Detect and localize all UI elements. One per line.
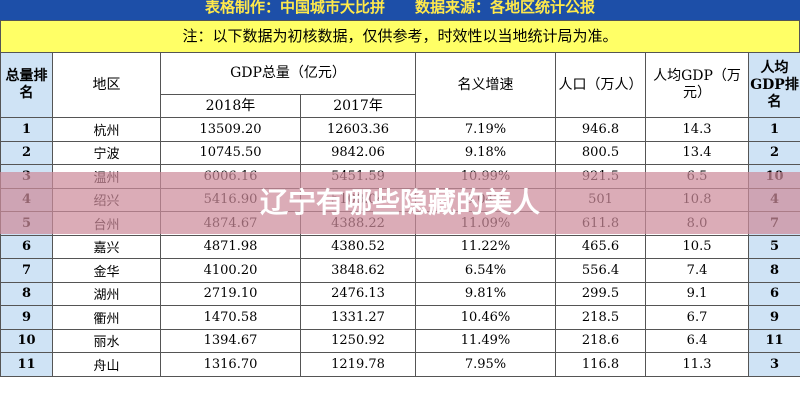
table-cell: 10745.50 [160,140,301,165]
table-cell: 7.19% [415,117,557,142]
table-cell: 4871.98 [160,234,301,259]
table-cell: 9 [748,305,800,330]
table-cell: 丽水 [52,328,161,353]
table-cell: 2719.10 [160,281,301,306]
table-cell: 11.3 [645,352,750,377]
table-row: 10 丽水 1394.67 1250.92 11.49% 218.6 6.4 11 [0,328,800,353]
table-row: 11 舟山 1316.70 1219.78 7.95% 116.8 11.3 3 [0,352,800,377]
table-row: 1 杭州 13509.20 12603.36 7.19% 946.8 14.3 1 [0,117,800,142]
table-row: 8 湖州 2719.10 2476.13 9.81% 299.5 9.1 6 [0,281,800,306]
table-cell: 杭州 [52,117,161,142]
header-cell: 总量排名 [0,52,53,118]
table-cell: 湖州 [52,281,161,306]
table-cell: 4100.20 [160,258,301,283]
table-cell: 舟山 [52,352,161,377]
table-cell: 218.5 [555,305,647,330]
table-cell: 1250.92 [299,328,417,353]
table-cell: 2 [0,140,53,165]
table-cell: 宁波 [52,140,161,165]
table-cell: 13.4 [645,140,750,165]
table-row: 9 衢州 1470.58 1331.27 10.46% 218.5 6.7 9 [0,305,800,330]
table-cell: 14.3 [645,117,750,142]
table-cell: 946.8 [555,117,647,142]
header-cell: 名义增速 [415,52,557,118]
table-cell: 11.49% [415,328,557,353]
table-cell: 2 [748,140,800,165]
table-cell: 4380.52 [299,234,417,259]
table-cell: 1394.67 [160,328,301,353]
table-cell: 556.4 [555,258,647,283]
table-cell: 10.46% [415,305,557,330]
header-cell: 2017年 [299,94,417,118]
table-cell: 1470.58 [160,305,301,330]
table-row: 6 嘉兴 4871.98 4380.52 11.22% 465.6 10.5 5 [0,234,800,259]
table-cell: 衢州 [52,305,161,330]
table-cell: 13509.20 [160,117,301,142]
table-cell: 6 [0,234,53,259]
table-cell: 9.81% [415,281,557,306]
table-cell: 8 [0,281,53,306]
table-cell: 5 [748,234,800,259]
table-row: 2 宁波 10745.50 9842.06 9.18% 800.5 13.4 2 [0,140,800,165]
table-cell: 1331.27 [299,305,417,330]
table-cell: 7.95% [415,352,557,377]
table-cell: 6.4 [645,328,750,353]
table-cell: 3848.62 [299,258,417,283]
table-cell: 116.8 [555,352,647,377]
table-cell: 12603.36 [299,117,417,142]
table-cell: 嘉兴 [52,234,161,259]
table-cell: 1316.70 [160,352,301,377]
table-cell: 1219.78 [299,352,417,377]
table-cell: 465.6 [555,234,647,259]
table-cell: 1 [0,117,53,142]
table-cell: 11.22% [415,234,557,259]
table-cell: 9.18% [415,140,557,165]
table-cell: 8 [748,258,800,283]
table-cell: 218.6 [555,328,647,353]
header-cell: 人均GDP排名 [748,52,800,118]
table-row: 7 金华 4100.20 3848.62 6.54% 556.4 7.4 8 [0,258,800,283]
table-cell: 9.1 [645,281,750,306]
table-cell: 9842.06 [299,140,417,165]
table-cell: 299.5 [555,281,647,306]
table-cell: 11 [748,328,800,353]
header-cell: 地区 [52,52,161,118]
table-cell: 11 [0,352,53,377]
table-cell: 7 [0,258,53,283]
note: 注：以下数据为初核数据，仅供参考，时效性以当地统计局为准。 [0,20,800,53]
banner: 表格制作：中国城市大比拼 数据来源：各地区统计公报 [0,0,800,20]
overlay-caption: 辽宁有哪些隐藏的美人 [259,186,540,219]
header-cell: GDP总量（亿元） [159,52,417,95]
table-cell: 6.7 [645,305,750,330]
table-cell: 6.54% [415,258,557,283]
table-cell: 10.5 [645,234,750,259]
table-cell: 6 [748,281,800,306]
table-cell: 9 [0,305,53,330]
table-cell: 2476.13 [299,281,417,306]
table-cell: 10 [0,328,53,353]
table-cell: 金华 [52,258,161,283]
header-cell: 2018年 [160,94,301,118]
table-cell: 7.4 [645,258,750,283]
table-cell: 3 [748,352,800,377]
header-cell: 人均GDP（万元） [645,52,750,118]
overlay-band: 辽宁有哪些隐藏的美人 [0,172,800,234]
table-cell: 1 [748,117,800,142]
header-cell: 人口（万人） [555,52,647,118]
table-cell: 800.5 [555,140,647,165]
